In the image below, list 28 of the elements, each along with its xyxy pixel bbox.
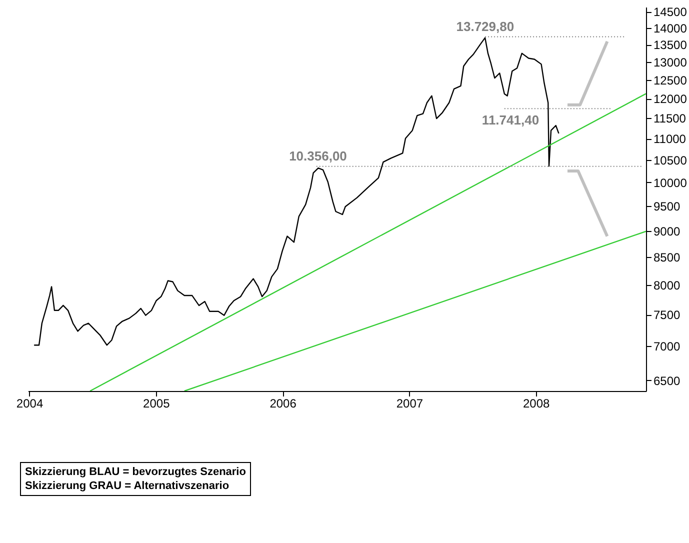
y-tick-label: 10500 [654,153,688,168]
y-tick-label: 14500 [654,5,688,20]
y-tick-label: 13000 [654,55,688,70]
y-tick-label: 13500 [654,38,688,52]
y-tick-label: 10000 [654,176,688,190]
line-series [33,37,560,346]
x-tick-label: 2005 [143,396,170,410]
annotation: 11.741,40 [482,112,540,128]
y-tick-label: 14000 [654,21,688,36]
annotation: 10.356,00 [289,148,347,164]
y-tick-label: 8000 [654,278,681,292]
y-tick-label: 11500 [654,112,686,126]
x-tick-label: 2006 [270,396,297,410]
y-tick-label: 9000 [654,224,681,238]
y-tick-label: 9500 [654,199,681,214]
x-tick-label: 2007 [396,396,424,410]
y-tick-label: 12000 [654,92,688,106]
y-tick-label: 7000 [654,340,681,354]
text: Skizzierung GRAU = Alternativszenario [25,479,230,493]
y-tick-label: 6500 [654,374,681,388]
x-tick-label: 2004 [16,396,44,410]
annotation: 13.729,80 [456,18,514,34]
x-tick-label: 2008 [522,396,550,410]
y-tick-label: 8500 [654,250,681,265]
y-tick-label: 11000 [654,132,686,146]
y-tick-label: 7500 [654,308,681,322]
y-tick-label: 12500 [654,73,688,88]
text: Skizzierung BLAU = bevorzugtes Szenario [25,465,246,479]
